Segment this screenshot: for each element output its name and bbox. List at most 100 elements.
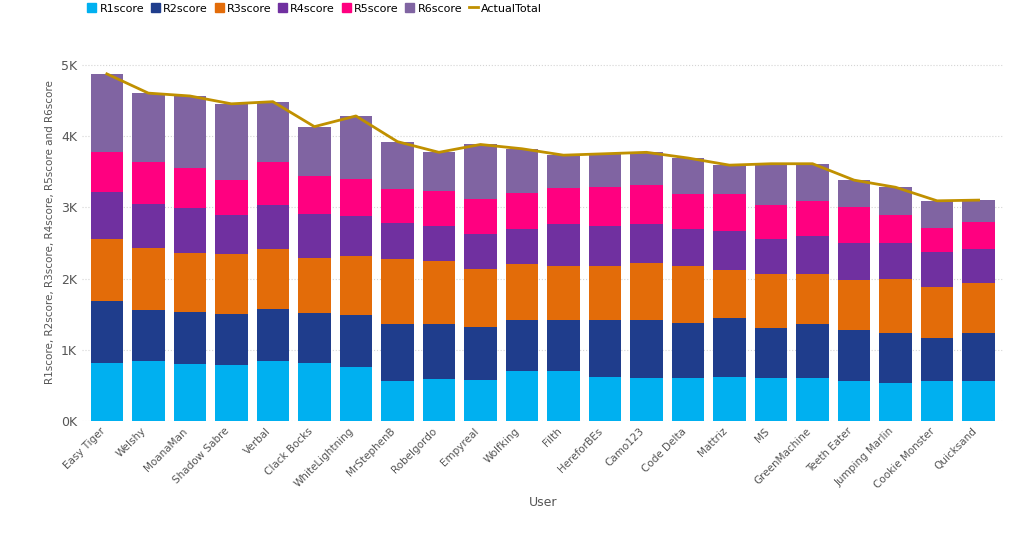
Bar <box>547 372 580 421</box>
Bar <box>464 268 497 327</box>
Bar <box>464 199 497 234</box>
Bar <box>672 266 705 323</box>
Bar <box>714 165 745 194</box>
Bar <box>381 324 414 381</box>
Bar <box>423 226 455 261</box>
Bar <box>132 310 165 361</box>
Bar <box>174 208 206 253</box>
ActualTotal <box>266 98 279 105</box>
Bar <box>215 180 248 215</box>
Bar <box>880 279 911 333</box>
ActualTotal <box>350 113 362 119</box>
ActualTotal <box>723 162 735 168</box>
Bar <box>215 254 248 314</box>
Bar <box>672 379 705 421</box>
Bar <box>963 381 994 421</box>
ActualTotal <box>890 184 902 191</box>
Bar <box>921 339 953 381</box>
ActualTotal <box>973 197 985 204</box>
Bar <box>672 323 705 379</box>
Bar <box>423 152 455 191</box>
Bar <box>838 180 870 206</box>
ActualTotal <box>516 145 528 152</box>
Bar <box>880 215 911 243</box>
Bar <box>838 206 870 243</box>
Bar <box>755 164 787 205</box>
Bar <box>91 152 123 192</box>
Bar <box>174 312 206 364</box>
Bar <box>797 236 828 274</box>
Bar <box>506 193 539 228</box>
Bar <box>464 380 497 421</box>
Bar <box>755 377 787 421</box>
Bar <box>755 239 787 274</box>
Bar <box>921 287 953 339</box>
Bar <box>174 168 206 208</box>
Bar <box>547 155 580 188</box>
Bar <box>381 259 414 324</box>
Bar <box>963 283 994 333</box>
Bar <box>298 214 331 258</box>
Bar <box>797 324 828 377</box>
Bar <box>340 367 372 421</box>
Bar <box>464 145 497 199</box>
Bar <box>257 161 289 205</box>
Bar <box>547 188 580 224</box>
Bar <box>340 315 372 367</box>
Bar <box>672 158 705 194</box>
Bar <box>340 116 372 179</box>
ActualTotal <box>807 160 819 167</box>
Bar <box>631 379 663 421</box>
Bar <box>464 234 497 268</box>
Bar <box>797 164 828 201</box>
Bar <box>838 243 870 280</box>
Bar <box>381 141 414 190</box>
Bar <box>755 328 787 377</box>
Legend: R1score, R2score, R3score, R4score, R5score, R6score, ActualTotal: R1score, R2score, R3score, R4score, R5sc… <box>87 3 542 14</box>
Bar <box>921 201 953 228</box>
Bar <box>797 274 828 324</box>
Bar <box>631 152 663 185</box>
Bar <box>547 266 580 320</box>
Bar <box>589 377 622 421</box>
Bar <box>589 154 622 187</box>
Bar <box>880 243 911 279</box>
Bar <box>631 224 663 263</box>
ActualTotal <box>142 90 155 96</box>
Bar <box>589 226 622 266</box>
Bar <box>506 320 539 372</box>
Bar <box>506 148 539 193</box>
Bar <box>589 187 622 226</box>
Bar <box>755 274 787 328</box>
Bar <box>257 205 289 248</box>
Bar <box>714 319 745 377</box>
Bar <box>589 266 622 320</box>
Bar <box>797 201 828 236</box>
Bar <box>132 93 165 161</box>
Bar <box>963 222 994 248</box>
Bar <box>838 381 870 421</box>
Bar <box>506 264 539 320</box>
Bar <box>714 194 745 231</box>
Bar <box>963 333 994 381</box>
Bar <box>91 239 123 301</box>
ActualTotal <box>557 152 569 158</box>
Bar <box>215 365 248 421</box>
Line: ActualTotal: ActualTotal <box>106 74 979 201</box>
Bar <box>880 333 911 383</box>
Bar <box>132 361 165 421</box>
ActualTotal <box>682 155 694 161</box>
ActualTotal <box>848 177 860 184</box>
Y-axis label: R1score, R2score, R3score, R4score, R5score and R6score: R1score, R2score, R3score, R4score, R5sc… <box>45 80 55 384</box>
Bar <box>672 228 705 266</box>
Bar <box>257 102 289 161</box>
Bar <box>340 256 372 315</box>
Bar <box>921 381 953 421</box>
Bar <box>257 308 289 361</box>
ActualTotal <box>308 124 321 130</box>
Bar <box>381 223 414 259</box>
Bar <box>298 313 331 363</box>
ActualTotal <box>765 160 777 167</box>
Bar <box>132 161 165 204</box>
Bar <box>340 179 372 216</box>
